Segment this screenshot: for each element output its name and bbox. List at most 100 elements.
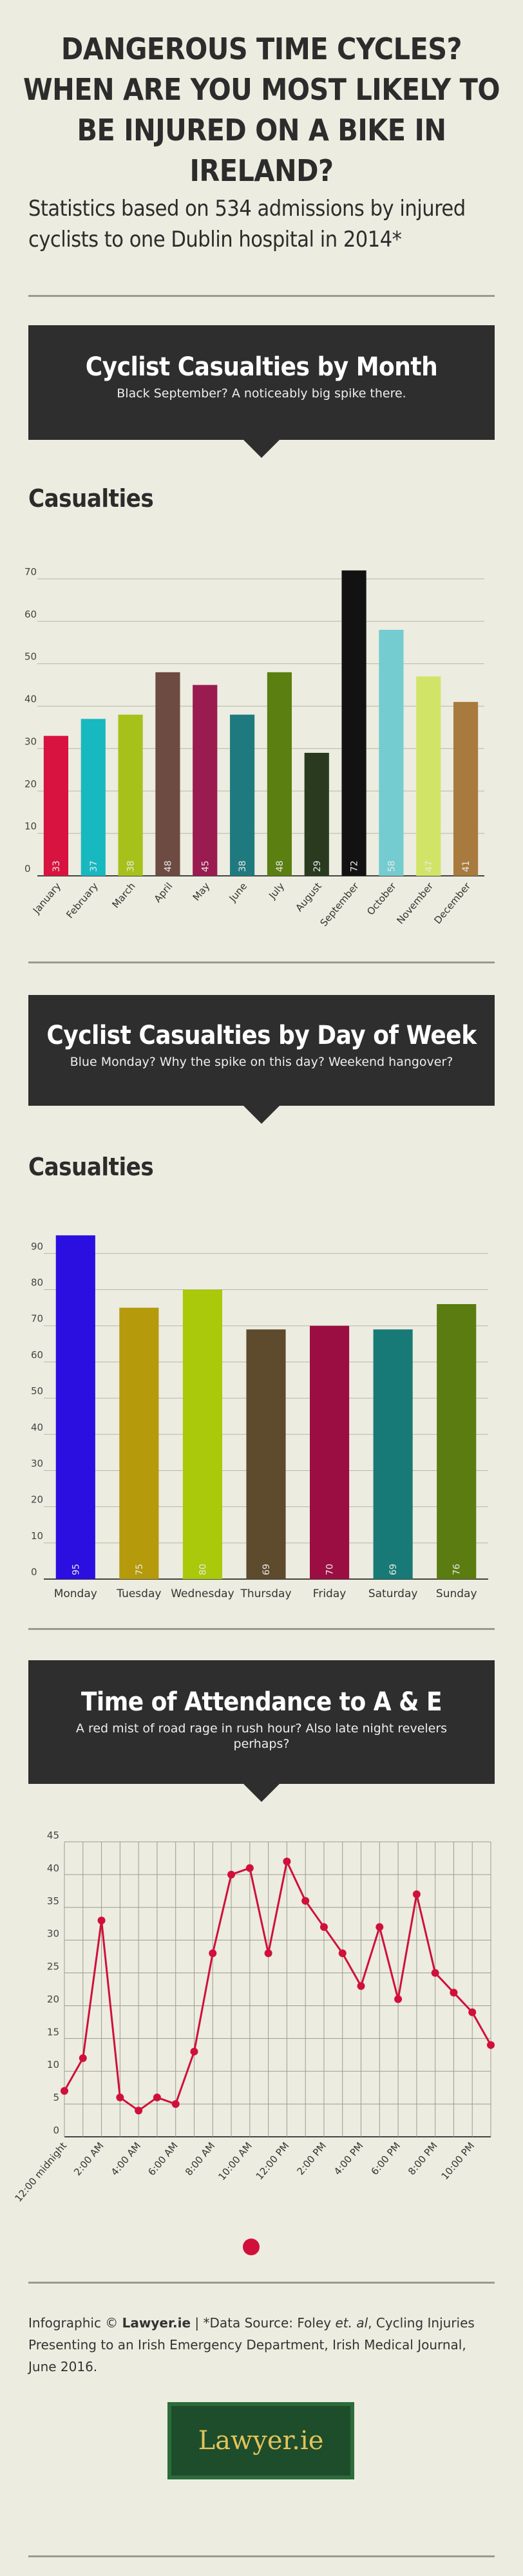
x-tick-label: Tuesday	[116, 1587, 161, 1600]
x-tick-label: 2:00 AM	[71, 2140, 106, 2178]
bar	[193, 685, 218, 876]
data-point	[264, 1949, 272, 1958]
y-tick-label: 90	[31, 1240, 43, 1252]
data-point	[61, 2087, 68, 2095]
x-tick-label: January	[30, 880, 63, 916]
month-heading: Cyclist Casualties by Month	[85, 352, 438, 382]
month-caption: Black September? A noticeably big spike …	[117, 386, 406, 401]
divider	[28, 1628, 495, 1630]
footer-prefix: Infographic ©	[28, 2315, 122, 2331]
lawyer-logo[interactable]: Lawyer.ie	[167, 2402, 354, 2479]
x-tick-label: Thursday	[240, 1587, 291, 1600]
y-tick-label: 70	[31, 1313, 43, 1325]
y-tick-label: 10	[24, 820, 37, 832]
x-tick-label: 6:00 AM	[146, 2140, 180, 2178]
x-tick-label: Friday	[313, 1587, 347, 1600]
divider	[28, 2282, 495, 2284]
data-point	[301, 1897, 310, 1905]
bar	[379, 629, 404, 876]
y-tick-label: 30	[47, 1928, 59, 1940]
data-label: 58	[386, 860, 397, 872]
data-point	[97, 1917, 106, 1925]
y-tick-label: 0	[31, 1566, 37, 1578]
x-tick-label: 8:00 AM	[183, 2140, 217, 2178]
data-point	[487, 2041, 495, 2049]
bar	[55, 1235, 95, 1579]
bar	[341, 570, 366, 876]
bar	[453, 701, 479, 876]
data-point	[450, 1989, 458, 1997]
day-chart-label: Casualties	[28, 1153, 154, 1181]
y-tick-label: 30	[24, 735, 37, 747]
day-heading: Cyclist Casualties by Day of Week	[46, 1021, 477, 1050]
page-title: DANGEROUS TIME CYCLES? WHEN ARE YOU MOST…	[23, 32, 500, 188]
data-point	[135, 2107, 143, 2115]
y-tick-label: 50	[24, 651, 37, 663]
data-label: 29	[312, 860, 323, 872]
bar	[267, 672, 292, 876]
data-label: 38	[238, 860, 248, 872]
day-bar-chart: 0 10 20 30 40 50 60 70 80 90 95 Monday 75 Tuesday 80 We…	[31, 1235, 488, 1600]
x-tick-label: Monday	[54, 1587, 97, 1600]
time-banner-arrow	[243, 1784, 280, 1802]
bar	[155, 672, 180, 876]
x-tick-label: December	[432, 880, 473, 926]
x-tick-label: September	[318, 880, 362, 929]
data-point	[171, 2100, 180, 2108]
x-tick-label: February	[64, 880, 100, 921]
x-tick-label: 4:00 PM	[332, 2140, 366, 2177]
y-tick-label: 80	[31, 1277, 43, 1289]
bar	[437, 1303, 477, 1579]
y-tick-label: 20	[31, 1494, 43, 1506]
red-dot-marker	[243, 2239, 260, 2255]
time-banner: Time of Attendance to A & E A red mist o…	[28, 1660, 495, 1784]
data-point	[468, 2008, 477, 2016]
month-chart-label: Casualties	[28, 484, 154, 513]
data-point	[209, 1949, 217, 1958]
divider	[28, 295, 495, 297]
data-point	[319, 1923, 328, 1931]
page-subtitle: Statistics based on 534 admissions by in…	[28, 196, 466, 252]
data-point	[116, 2093, 124, 2101]
x-tick-label: June	[227, 880, 249, 904]
data-label: 48	[275, 860, 285, 872]
y-tick-label: 40	[24, 694, 37, 705]
x-tick-label: Sunday	[436, 1587, 477, 1600]
time-heading: Time of Attendance to A & E	[81, 1687, 442, 1717]
data-point	[245, 1864, 254, 1872]
data-point	[283, 1857, 291, 1866]
data-label: 41	[461, 860, 471, 872]
x-tick-label: April	[152, 880, 175, 905]
x-tick-label: 6:00 PM	[369, 2140, 403, 2177]
x-tick-label: 10:00 PM	[439, 2140, 477, 2182]
bar	[246, 1329, 286, 1579]
footer-brand: Lawyer.ie	[122, 2315, 191, 2331]
y-tick-label: 5	[53, 2092, 59, 2103]
data-label: 72	[350, 860, 360, 872]
divider	[28, 2555, 495, 2557]
day-caption: Blue Monday? Why the spike on this day? …	[70, 1055, 453, 1069]
y-tick-label: 40	[47, 1862, 59, 1874]
data-point	[357, 1982, 365, 1990]
x-tick-label: Saturday	[368, 1587, 418, 1600]
data-label: 37	[89, 860, 99, 872]
y-tick-label: 30	[31, 1457, 43, 1469]
x-tick-label: Wednesday	[171, 1587, 234, 1600]
y-tick-label: 60	[31, 1349, 43, 1361]
divider	[28, 961, 495, 963]
time-caption: A red mist of road rage in rush hour? Al…	[75, 1721, 448, 1751]
data-label: 47	[424, 860, 434, 872]
bar	[373, 1329, 413, 1579]
x-tick-label: August	[293, 880, 324, 914]
x-tick-label: 4:00 AM	[109, 2140, 143, 2178]
month-bar-chart: 0 10 20 30 40 50 60 70 33 January 37 February 38 Marc…	[24, 566, 484, 929]
y-tick-label: 60	[24, 609, 37, 620]
day-banner-arrow	[243, 1106, 280, 1124]
data-label: 70	[325, 1564, 336, 1575]
bar	[310, 1325, 350, 1579]
bar	[182, 1289, 222, 1579]
footer-source: | *Data Source: Foley	[191, 2315, 336, 2331]
y-tick-label: 50	[31, 1385, 43, 1397]
x-tick-label: May	[191, 880, 213, 903]
